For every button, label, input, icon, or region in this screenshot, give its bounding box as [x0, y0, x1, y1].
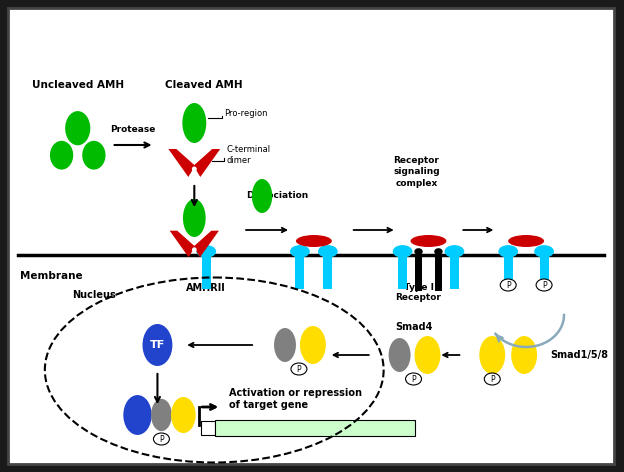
Ellipse shape	[182, 103, 207, 143]
Text: Activation or repression
of target gene: Activation or repression of target gene	[229, 388, 362, 410]
Ellipse shape	[392, 245, 412, 258]
Ellipse shape	[291, 363, 307, 375]
Text: Uncleaved AMH: Uncleaved AMH	[32, 80, 124, 90]
Ellipse shape	[252, 179, 272, 213]
Ellipse shape	[76, 148, 80, 152]
Ellipse shape	[318, 245, 338, 258]
Bar	[398, 255, 407, 289]
Text: Smad4: Smad4	[395, 322, 432, 332]
Ellipse shape	[197, 245, 216, 258]
Ellipse shape	[192, 247, 197, 252]
Text: Pro-region: Pro-region	[224, 109, 268, 118]
Ellipse shape	[171, 397, 196, 433]
Text: Receptor
signaling
complex: Receptor signaling complex	[393, 156, 440, 187]
Bar	[540, 255, 548, 289]
Text: P: P	[506, 280, 510, 289]
Ellipse shape	[389, 338, 411, 372]
Bar	[295, 255, 305, 289]
Text: Type I
Receptor: Type I Receptor	[396, 283, 441, 303]
Text: Membrane: Membrane	[20, 271, 82, 281]
Ellipse shape	[82, 141, 105, 169]
Ellipse shape	[414, 248, 422, 255]
Text: Protease: Protease	[110, 125, 155, 134]
Ellipse shape	[479, 336, 505, 374]
Ellipse shape	[511, 336, 537, 374]
Bar	[215, 420, 414, 436]
Text: P: P	[411, 374, 416, 383]
Text: P: P	[542, 280, 547, 289]
Ellipse shape	[534, 245, 554, 258]
Ellipse shape	[124, 395, 152, 435]
Ellipse shape	[142, 324, 172, 366]
Ellipse shape	[406, 373, 421, 385]
Ellipse shape	[274, 328, 296, 362]
Text: P: P	[296, 364, 301, 373]
Ellipse shape	[434, 248, 442, 255]
Text: P: P	[159, 435, 163, 444]
Bar	[504, 255, 513, 289]
Ellipse shape	[183, 199, 206, 237]
Text: P: P	[490, 374, 495, 383]
Text: Smad1/5/8: Smad1/5/8	[550, 350, 608, 360]
Ellipse shape	[65, 111, 90, 145]
Ellipse shape	[290, 245, 310, 258]
Ellipse shape	[192, 167, 197, 171]
Text: Cleaved AMH: Cleaved AMH	[165, 80, 243, 90]
Ellipse shape	[50, 141, 73, 169]
Ellipse shape	[484, 373, 500, 385]
Ellipse shape	[151, 399, 172, 431]
Bar	[415, 255, 422, 291]
Ellipse shape	[414, 336, 441, 374]
Ellipse shape	[300, 326, 326, 364]
Text: AMHRII: AMHRII	[187, 283, 226, 293]
FancyBboxPatch shape	[8, 8, 614, 464]
Text: Nucleus: Nucleus	[72, 290, 115, 300]
Bar	[450, 255, 459, 289]
Ellipse shape	[444, 245, 464, 258]
Ellipse shape	[296, 235, 332, 247]
Text: TF: TF	[150, 340, 165, 350]
Bar	[202, 255, 211, 289]
Ellipse shape	[536, 279, 552, 291]
Bar	[435, 255, 442, 291]
Bar	[323, 255, 333, 289]
Ellipse shape	[411, 235, 446, 247]
Text: C-terminal
dimer: C-terminal dimer	[226, 145, 270, 165]
Ellipse shape	[508, 235, 544, 247]
Polygon shape	[170, 231, 219, 257]
Ellipse shape	[154, 433, 169, 445]
Ellipse shape	[499, 245, 518, 258]
Polygon shape	[168, 149, 220, 177]
Bar	[202, 421, 215, 435]
Text: Dissociation: Dissociation	[246, 191, 308, 200]
Ellipse shape	[500, 279, 516, 291]
